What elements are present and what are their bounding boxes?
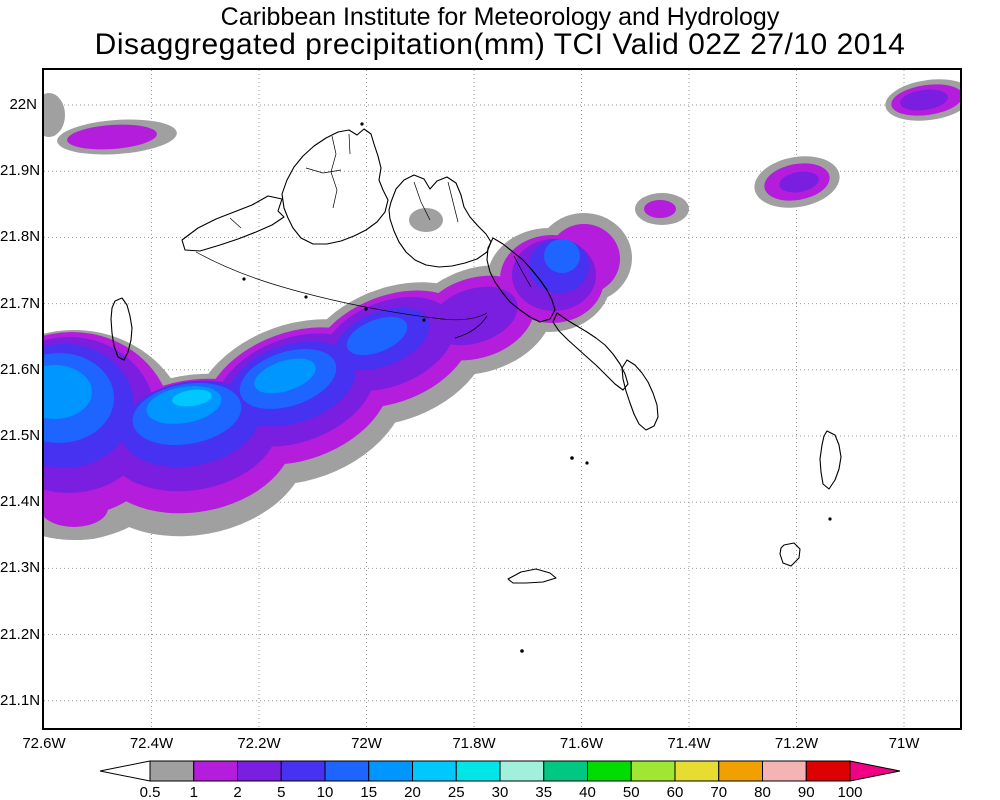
colorbar-segment [455,760,501,782]
colorbar-tick-label: 100 [837,784,862,800]
x-axis-label: 72.4W [129,735,174,752]
colorbar-tick-label: 1 [190,784,198,800]
colorbar-segment [543,760,588,782]
colorbar-tick-label: 0.5 [140,784,161,800]
x-axis-label: 71.8W [452,735,496,752]
y-axis-label: 21.4N [0,493,41,511]
x-axis-label: 72.6W [22,735,66,752]
colorbar-segment [718,760,763,782]
precipitation-contours [44,79,960,540]
colorbar-tick-label: 20 [404,784,421,800]
y-axis-label: 21.7N [0,294,41,312]
colorbar-segment [324,760,370,782]
colorbar-tick-label: 15 [360,784,377,800]
colorbar-segment [674,760,720,782]
map-frame [42,68,962,730]
colorbar-tick-label: 90 [798,784,815,800]
island-boundary-line [348,133,351,155]
colorbar-tick-label: 60 [667,784,684,800]
precip-layer-20-25mm [172,389,212,407]
colorbar-segment [587,760,632,782]
coastlines [110,122,842,653]
x-axis-label: 72.2W [237,735,281,752]
y-axis-label: 21.6N [0,360,41,378]
colorbar-tick-label: 2 [233,784,241,800]
colorbar-tick-label: 25 [448,784,465,800]
colorbar-tick-label: 40 [579,784,596,800]
island-salt-cay [779,542,801,567]
y-axis-label: 21.2N [0,625,41,643]
island-west-caicos [110,297,133,361]
colorbar-segment [280,760,326,782]
island-south-caicos [621,359,659,431]
colorbar-tick-label: 50 [623,784,640,800]
y-axis-label: 21.1N [0,691,41,709]
y-axis-label: 22N [9,96,37,113]
x-axis-label: 71.6W [559,735,604,752]
colorbar-segment [499,760,545,782]
colorbar-segment [762,760,807,782]
bank-edge-line [454,315,488,339]
island-boundary-line [447,181,459,223]
colorbar-above-max-arrow [849,760,901,782]
x-axis-label: 71.4W [667,735,711,752]
colorbar-tick-label: 80 [754,784,771,800]
colorbar-tick-label: 70 [710,784,727,800]
map-canvas [44,70,960,728]
island-providenciales [181,195,285,252]
colorbar-segment [805,760,851,782]
colorbar-tick-label: 35 [535,784,552,800]
colorbar-segment [149,760,195,782]
island-boundary-line [330,135,338,209]
chart-title: Disaggregated precipitation(mm) TCI Vali… [94,28,906,61]
colorbar-segment [237,760,282,782]
island-boundary-line [513,255,532,288]
y-axis-label: 21.3N [0,559,41,577]
y-axis-label: 21.8N [0,228,41,246]
colorbar-tick-label: 30 [492,784,509,800]
bank-edge-line [195,251,488,321]
y-axis-label: 21.5N [0,427,41,444]
colorbar: 0.5 1 2 5 10 15 20 25 30 35 40 50 60 70 80 90 100 [99,760,901,800]
x-axis-label: 71W [888,735,920,752]
island-boundary-line [305,167,342,174]
small-cays [242,122,832,653]
colorbar-tick-label: 10 [317,784,334,800]
colorbar-below-min-arrow [99,760,151,782]
island-boundary-line [413,181,431,221]
institute-title: Caribbean Institute for Meteorology and … [220,3,780,31]
island-boundary-line [229,217,242,229]
x-axis-label: 72W [351,735,382,752]
island-grand-turk [819,430,842,490]
island-east-caicos [486,237,556,323]
island-north-caicos [281,128,389,245]
y-axis-label: 21.9N [0,162,41,180]
colorbar-segment [368,760,413,782]
island-middle-caicos [388,174,492,268]
colorbar-segment [193,760,238,782]
colorbar-tick-label: 5 [277,784,285,800]
colorbar-segment [630,760,676,782]
colorbar-segment [412,760,457,782]
x-axis-label: 71.2W [774,735,819,752]
island-sand-cay [507,568,557,584]
